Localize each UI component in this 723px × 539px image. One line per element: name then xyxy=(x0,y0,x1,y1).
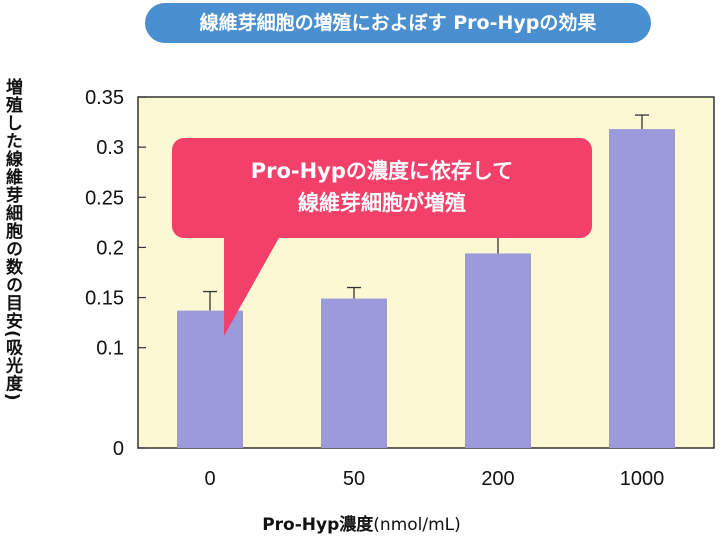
y-tick-label: 0 xyxy=(113,438,124,460)
x-axis-label-unit: (nmol/mL) xyxy=(373,515,461,535)
chart-title: 線維芽細胞の増殖におよぼす Pro-Hypの効果 xyxy=(145,3,651,43)
x-tick-label: 50 xyxy=(343,468,365,490)
y-tick-label: 0.25 xyxy=(85,187,124,209)
y-tick-label: 0.35 xyxy=(85,87,124,109)
x-axis-label-main: Pro-Hyp濃度 xyxy=(262,515,374,535)
y-tick-label: 0.15 xyxy=(85,288,124,310)
x-tick-label: 1000 xyxy=(620,468,665,490)
y-tick-label: 0.3 xyxy=(96,137,124,159)
y-axis-label: 増殖した線維芽細胞の数の目安(吸光度) xyxy=(2,78,22,402)
bar-50 xyxy=(321,298,387,448)
x-tick-label: 200 xyxy=(481,468,514,490)
bar-200 xyxy=(465,253,531,448)
x-tick-label: 0 xyxy=(204,468,215,490)
callout-annotation: Pro-Hypの濃度に依存して 線維芽細胞が増殖 xyxy=(172,138,592,238)
y-tick-label: 0.1 xyxy=(96,338,124,360)
callout-line-2: 線維芽細胞が増殖 xyxy=(298,191,466,215)
bar-1000 xyxy=(609,129,675,448)
callout-line-1: Pro-Hypの濃度に依存して xyxy=(250,159,514,183)
y-tick-label: 0.2 xyxy=(96,237,124,259)
x-axis-label: Pro-Hyp濃度(nmol/mL) xyxy=(0,510,723,535)
callout-pointer xyxy=(224,236,280,336)
